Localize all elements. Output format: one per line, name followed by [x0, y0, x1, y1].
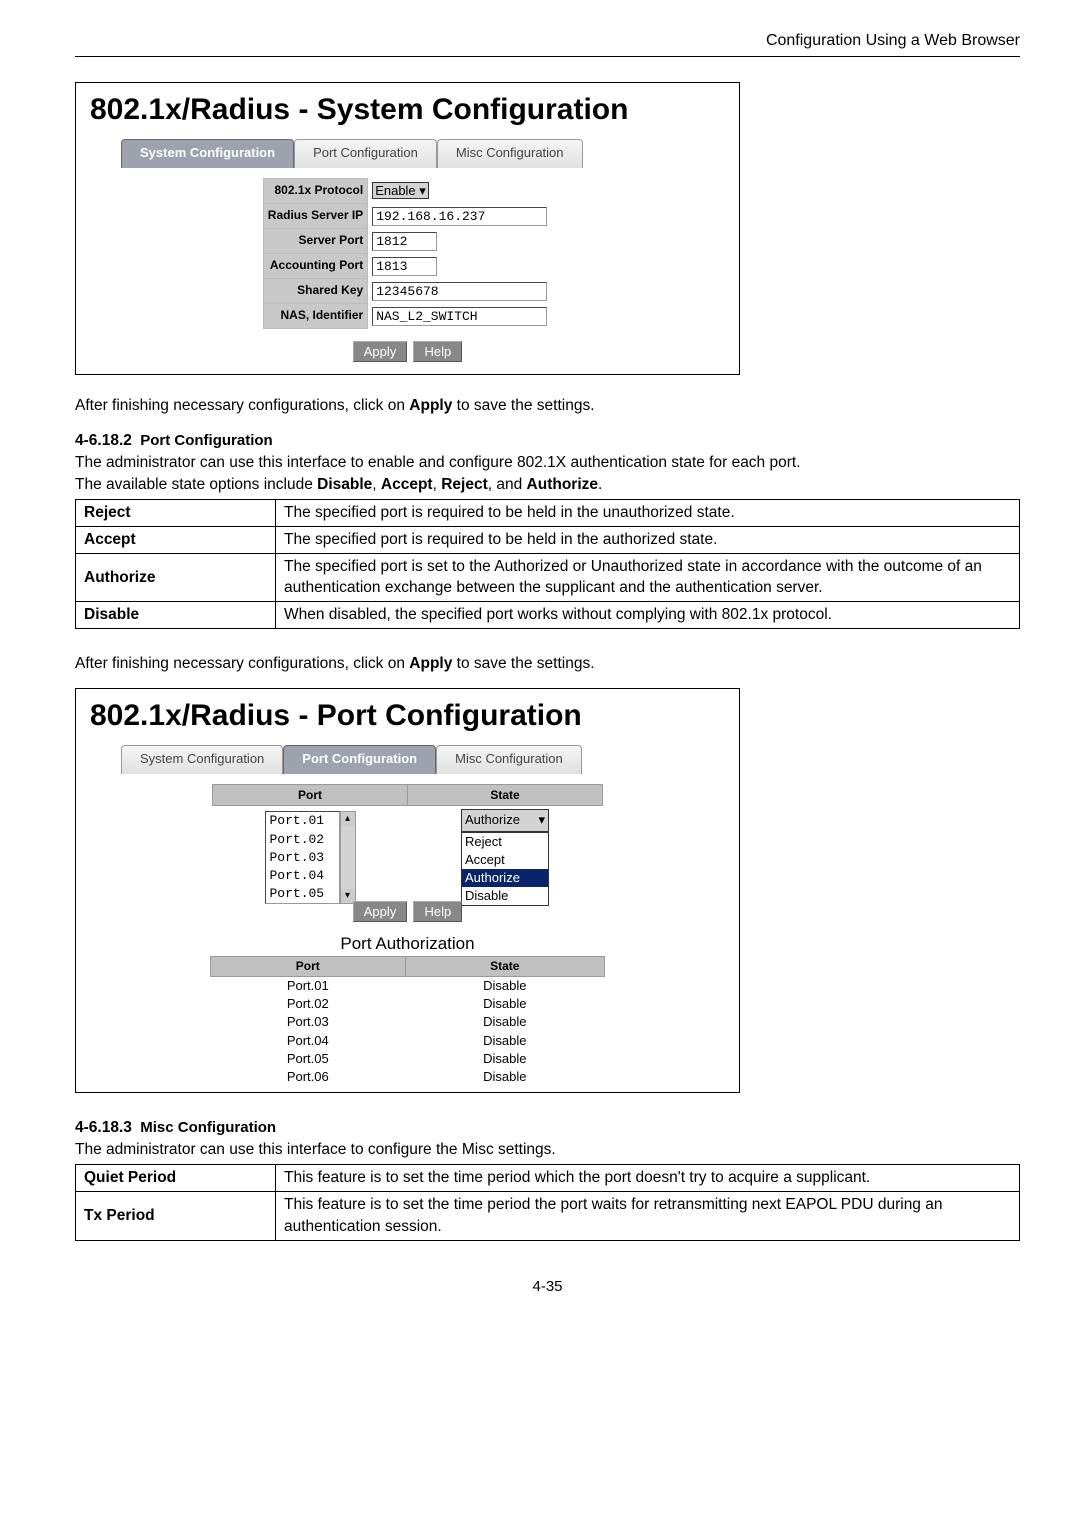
server-port-label: Server Port — [263, 228, 367, 253]
system-config-form: 802.1x Protocol Enable ▾ Radius Server I… — [263, 178, 552, 329]
accounting-port-label: Accounting Port — [263, 253, 367, 278]
auth-col-port: Port — [211, 957, 406, 977]
nas-id-label: NAS, Identifier — [263, 303, 367, 328]
table-row: Port.06Disable — [211, 1068, 605, 1086]
tab-misc-config[interactable]: Misc Configuration — [437, 139, 583, 167]
screenshot1-title: 802.1x/Radius - System Configuration — [76, 83, 739, 139]
server-port-input[interactable] — [372, 232, 437, 251]
accounting-port-input[interactable] — [372, 257, 437, 276]
apply-button-1[interactable]: Apply — [353, 341, 408, 362]
port-auth-heading: Port Authorization — [76, 932, 739, 956]
scroll-up-icon[interactable]: ▴ — [341, 812, 355, 826]
shared-key-input[interactable] — [372, 282, 547, 301]
table-row: Port.01Disable — [211, 976, 605, 995]
tabs-row-2: System Configuration Port Configuration … — [76, 745, 739, 773]
section-4-6-18-3: 4-6.18.3 Misc Configuration — [75, 1117, 1020, 1139]
help-button-1[interactable]: Help — [413, 341, 462, 362]
table-row: DisableWhen disabled, the specified port… — [76, 602, 1020, 629]
nas-id-input[interactable] — [372, 307, 547, 326]
system-config-screenshot: 802.1x/Radius - System Configuration Sys… — [75, 82, 740, 374]
page-header: Configuration Using a Web Browser — [75, 30, 1020, 57]
tabs-row-1: System Configuration Port Configuration … — [76, 139, 739, 167]
tab-misc-config-2[interactable]: Misc Configuration — [436, 745, 582, 773]
radius-ip-label: Radius Server IP — [263, 203, 367, 228]
table-row: RejectThe specified port is required to … — [76, 500, 1020, 527]
apply-note-1: After finishing necessary configurations… — [75, 395, 1020, 417]
table-row: Port.03Disable — [211, 1013, 605, 1031]
table-row: Quiet PeriodThis feature is to set the t… — [76, 1165, 1020, 1192]
state-dropdown[interactable]: Authorize ▾ Reject Accept Authorize Disa… — [461, 809, 549, 906]
section3-desc: The administrator can use this interface… — [75, 1139, 1020, 1161]
section-4-6-18-2: 4-6.18.2 Port Configuration — [75, 430, 1020, 452]
section2-desc: The administrator can use this interface… — [75, 452, 1020, 495]
misc-settings-table: Quiet PeriodThis feature is to set the t… — [75, 1164, 1020, 1240]
table-row: Port.05Disable — [211, 1050, 605, 1068]
chevron-down-icon: ▾ — [538, 811, 545, 829]
port-config-screenshot: 802.1x/Radius - Port Configuration Syste… — [75, 688, 740, 1093]
col-state: State — [408, 784, 603, 806]
tab-port-config[interactable]: Port Configuration — [294, 139, 437, 167]
radius-ip-input[interactable] — [372, 207, 547, 226]
protocol-select[interactable]: Enable ▾ — [372, 182, 429, 199]
protocol-label: 802.1x Protocol — [263, 178, 367, 203]
tab-system-config-2[interactable]: System Configuration — [121, 745, 283, 773]
port-auth-table: Port State Port.01Disable Port.02Disable… — [210, 956, 605, 1086]
table-row: AcceptThe specified port is required to … — [76, 527, 1020, 554]
screenshot2-title: 802.1x/Radius - Port Configuration — [76, 689, 739, 745]
page-number: 4-35 — [75, 1276, 1020, 1297]
auth-col-state: State — [405, 957, 604, 977]
tab-system-config[interactable]: System Configuration — [121, 139, 294, 167]
col-port: Port — [213, 784, 408, 806]
table-row: Tx PeriodThis feature is to set the time… — [76, 1192, 1020, 1240]
port-listbox[interactable]: Port.01 Port.02 Port.03 Port.04 Port.05 — [265, 811, 340, 904]
apply-note-2: After finishing necessary configurations… — [75, 653, 1020, 675]
table-row: Port.04Disable — [211, 1032, 605, 1050]
help-button-2[interactable]: Help — [413, 901, 462, 922]
port-state-selector: Port State Port.01 Port.02 Port.03 Port.… — [212, 784, 603, 910]
apply-button-2[interactable]: Apply — [353, 901, 408, 922]
table-row: Port.02Disable — [211, 995, 605, 1013]
table-row: AuthorizeThe specified port is set to th… — [76, 553, 1020, 601]
shared-key-label: Shared Key — [263, 278, 367, 303]
tab-port-config-2[interactable]: Port Configuration — [283, 745, 436, 773]
state-options-table: RejectThe specified port is required to … — [75, 499, 1020, 628]
